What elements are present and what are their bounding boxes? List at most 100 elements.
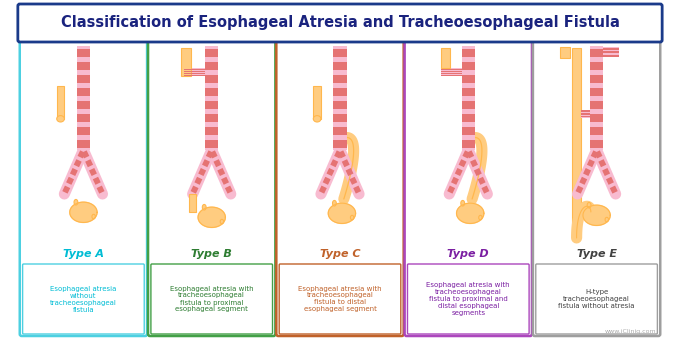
Bar xyxy=(77,49,90,57)
Bar xyxy=(333,127,347,135)
Bar xyxy=(77,62,90,70)
Bar xyxy=(205,114,218,122)
Bar xyxy=(205,140,218,148)
Ellipse shape xyxy=(313,116,321,122)
FancyBboxPatch shape xyxy=(405,40,532,336)
Ellipse shape xyxy=(350,215,354,220)
Ellipse shape xyxy=(333,201,337,206)
Bar xyxy=(560,47,570,58)
Ellipse shape xyxy=(479,215,482,220)
Bar xyxy=(581,109,590,118)
Bar xyxy=(333,101,347,109)
Ellipse shape xyxy=(587,202,591,208)
Bar xyxy=(590,46,603,150)
Bar xyxy=(205,49,218,57)
Bar xyxy=(333,140,347,148)
Bar xyxy=(441,48,450,68)
Bar xyxy=(184,68,205,76)
Bar xyxy=(590,140,603,148)
Ellipse shape xyxy=(461,201,464,206)
Bar xyxy=(77,101,90,109)
Bar xyxy=(77,114,90,122)
Bar xyxy=(590,101,603,109)
FancyBboxPatch shape xyxy=(151,264,273,334)
Bar xyxy=(184,74,205,76)
Bar xyxy=(462,101,475,109)
Text: Esophageal atresia with
tracheoesophageal
fistula to proximal
esophageal segment: Esophageal atresia with tracheoesophagea… xyxy=(170,286,254,312)
Bar xyxy=(333,114,347,122)
Bar xyxy=(581,110,590,112)
Text: Type D: Type D xyxy=(447,249,489,259)
FancyBboxPatch shape xyxy=(20,40,147,336)
FancyBboxPatch shape xyxy=(536,264,658,334)
Bar xyxy=(333,88,347,96)
Text: Type B: Type B xyxy=(191,249,232,259)
Bar xyxy=(313,86,321,119)
Text: Classification of Esophageal Atresia and Tracheoesophageal Fistula: Classification of Esophageal Atresia and… xyxy=(61,16,619,31)
Bar xyxy=(184,72,205,74)
Bar xyxy=(205,46,218,150)
Bar xyxy=(462,75,475,83)
Bar xyxy=(77,88,90,96)
Polygon shape xyxy=(328,203,356,223)
Text: Esophageal atresia with
tracheoesophageal
fistula to proximal and
distal esophag: Esophageal atresia with tracheoesophagea… xyxy=(426,282,510,316)
Bar xyxy=(441,68,462,76)
Bar xyxy=(572,48,581,238)
FancyBboxPatch shape xyxy=(148,40,275,336)
Polygon shape xyxy=(456,203,484,223)
Bar xyxy=(184,70,205,72)
Bar xyxy=(333,49,347,57)
Bar xyxy=(205,88,218,96)
FancyBboxPatch shape xyxy=(407,264,529,334)
Bar xyxy=(462,46,475,150)
FancyBboxPatch shape xyxy=(22,264,144,334)
Text: www.iCliniq.com: www.iCliniq.com xyxy=(605,329,656,334)
FancyBboxPatch shape xyxy=(18,4,662,42)
Polygon shape xyxy=(70,202,97,222)
Bar xyxy=(590,127,603,135)
Bar xyxy=(603,48,619,50)
Text: Esophageal atresia with
tracheoesophageal
fistula to distal
esophageal segment: Esophageal atresia with tracheoesophagea… xyxy=(299,286,381,312)
Bar xyxy=(205,62,218,70)
Bar xyxy=(462,62,475,70)
Bar xyxy=(205,127,218,135)
Bar xyxy=(333,62,347,70)
Bar xyxy=(441,70,462,72)
Bar xyxy=(56,86,65,119)
Bar xyxy=(77,75,90,83)
Polygon shape xyxy=(583,205,610,225)
Bar xyxy=(590,114,603,122)
Bar xyxy=(441,74,462,76)
Ellipse shape xyxy=(605,217,609,222)
Text: Esophageal atresia
without
tracheoesophageal
fistula: Esophageal atresia without tracheoesopha… xyxy=(50,286,117,312)
Bar xyxy=(581,113,590,115)
Polygon shape xyxy=(198,207,225,227)
Bar xyxy=(603,54,619,56)
Bar xyxy=(77,140,90,148)
Bar xyxy=(603,51,619,53)
Bar xyxy=(441,72,462,74)
Bar xyxy=(603,47,619,57)
Bar xyxy=(462,127,475,135)
Bar xyxy=(462,140,475,148)
Ellipse shape xyxy=(74,200,78,205)
Bar xyxy=(205,75,218,83)
Bar xyxy=(205,101,218,109)
Bar xyxy=(581,116,590,117)
Ellipse shape xyxy=(92,214,95,219)
Text: Type A: Type A xyxy=(63,249,104,259)
Bar xyxy=(181,48,191,76)
Bar xyxy=(590,88,603,96)
Bar xyxy=(333,75,347,83)
FancyBboxPatch shape xyxy=(276,40,404,336)
Bar xyxy=(590,75,603,83)
FancyBboxPatch shape xyxy=(279,264,401,334)
Bar xyxy=(333,46,347,150)
Bar xyxy=(462,88,475,96)
Bar xyxy=(77,46,90,150)
Ellipse shape xyxy=(203,204,206,210)
Text: Type E: Type E xyxy=(577,249,617,259)
Bar xyxy=(184,68,205,70)
Text: Type C: Type C xyxy=(320,249,360,259)
Bar xyxy=(462,49,475,57)
